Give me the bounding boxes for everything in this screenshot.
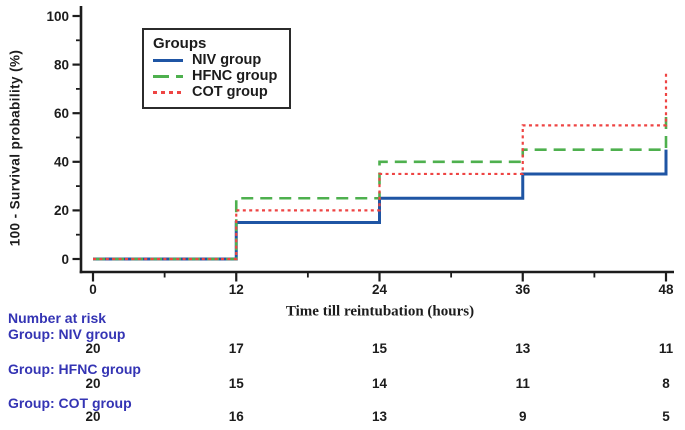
legend-label-niv: NIV group	[192, 52, 262, 68]
y-tick-label: 80	[54, 57, 69, 72]
risk-count: 17	[228, 341, 244, 356]
risk-row-label: Group: COT group	[8, 395, 132, 411]
series-line-cot-group	[93, 71, 668, 261]
legend-label-cot: COT group	[192, 84, 268, 100]
x-tick-label: 48	[658, 282, 674, 297]
risk-count: 8	[662, 376, 670, 391]
y-tick-label: 60	[54, 106, 69, 121]
risk-count: 13	[515, 341, 531, 356]
cot-line-sample-icon	[153, 90, 183, 94]
x-axis-title: Time till reintubation (hours)	[285, 303, 475, 320]
risk-count: 15	[228, 376, 244, 391]
risk-count: 11	[658, 341, 674, 356]
legend-entry-cot: COT group	[153, 84, 277, 100]
risk-count: 20	[85, 341, 101, 356]
legend-entry-niv: NIV group	[153, 52, 277, 68]
risk-count: 15	[371, 341, 388, 356]
x-tick-label: 12	[229, 282, 244, 297]
risk-count: 13	[371, 409, 388, 424]
x-tick-label: 0	[89, 282, 97, 297]
series-line-hfnc-group	[93, 113, 668, 261]
y-tick-label: 100	[46, 9, 69, 24]
risk-count: 5	[662, 409, 670, 424]
risk-count: 20	[85, 376, 101, 391]
risk-count: 11	[515, 376, 530, 391]
legend-entry-hfnc: HFNC group	[153, 68, 277, 84]
x-tick-label: 24	[372, 282, 388, 297]
risk-count: 14	[371, 376, 388, 391]
legend-label-hfnc: HFNC group	[192, 68, 278, 84]
y-tick-label: 40	[54, 155, 69, 170]
y-axis-title: 100 - Survival probability (%)	[7, 49, 23, 247]
risk-row-label: Group: HFNC group	[8, 361, 141, 377]
y-tick-label: 0	[61, 252, 69, 267]
niv-line-sample-icon	[153, 58, 183, 62]
risk-row-label: Group: NIV group	[8, 326, 126, 342]
legend-box: Groups NIV group HFNC group COT group	[142, 28, 292, 109]
risk-table-heading: Number at risk	[8, 310, 107, 326]
x-tick-label: 36	[515, 282, 531, 297]
risk-count: 9	[518, 409, 527, 424]
risk-count: 16	[228, 409, 244, 424]
risk-count: 20	[85, 409, 101, 424]
legend-title: Groups	[153, 35, 207, 52]
y-tick-label: 20	[54, 203, 69, 218]
hfnc-line-sample-icon	[153, 74, 183, 78]
